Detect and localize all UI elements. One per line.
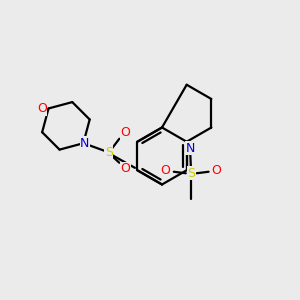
Text: O: O [120, 162, 130, 175]
Text: O: O [161, 164, 171, 177]
Text: O: O [212, 164, 222, 177]
Text: N: N [186, 142, 195, 155]
Text: S: S [187, 167, 195, 180]
Text: S: S [105, 146, 113, 159]
Text: O: O [120, 126, 130, 139]
Text: N: N [80, 137, 89, 150]
Text: O: O [37, 102, 47, 115]
